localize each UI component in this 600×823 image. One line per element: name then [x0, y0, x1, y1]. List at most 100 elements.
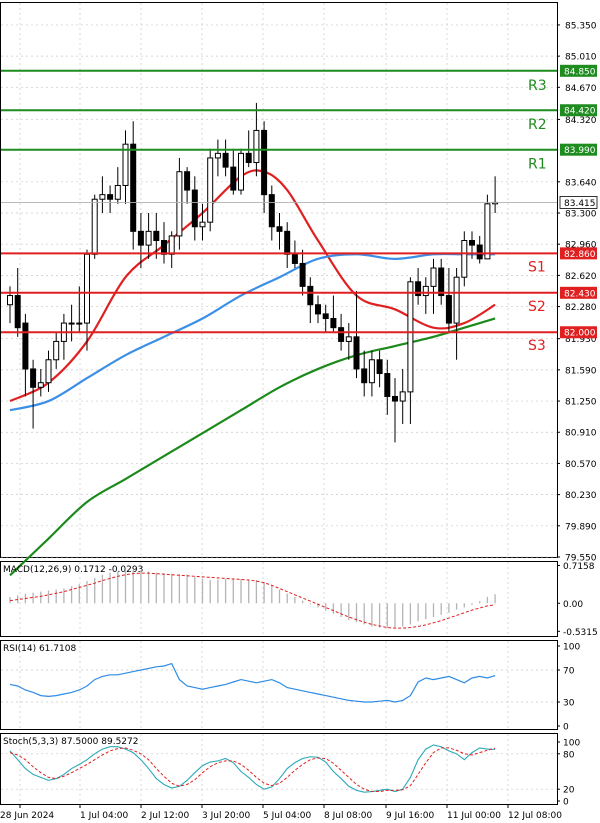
rsi-line: [9, 662, 496, 703]
candle-body: [214, 152, 221, 159]
level-price-box: [560, 143, 597, 156]
macd-title: MACD(12,26,9) 0.1712 -0.0293: [3, 565, 143, 575]
price-tick-label: 82.280: [565, 303, 597, 313]
candle-body: [37, 382, 44, 388]
level-price-box: [560, 104, 597, 117]
candle-body: [107, 194, 114, 200]
candle-body: [384, 373, 391, 397]
candle-body: [345, 336, 352, 342]
price-tick-label: 82.620: [565, 272, 597, 282]
candle-body: [422, 285, 429, 297]
candle-body: [353, 336, 360, 370]
time-tick-label: 2 Jul 12:00: [141, 811, 190, 821]
price-tick-label: 84.670: [565, 84, 597, 94]
candle-body: [415, 281, 422, 297]
candle-body: [184, 171, 191, 191]
candle-body: [461, 240, 468, 278]
stoch-tick-label: 100: [563, 739, 580, 749]
candle-body: [14, 295, 21, 329]
candle-body: [145, 230, 152, 246]
stoch-tick-label: 80: [563, 750, 575, 760]
candle-body: [161, 240, 167, 255]
time-tick-label: 28 Jun 2024: [0, 811, 54, 821]
level-price-label: 83.990: [564, 146, 596, 156]
price-tick-label: 80.230: [565, 491, 597, 501]
price-tick-label: 81.930: [565, 335, 597, 345]
candle-body: [407, 281, 414, 393]
candle-body: [114, 184, 121, 200]
time-tick-label: 8 Jul 08:00: [324, 811, 373, 821]
candles: [7, 102, 499, 443]
candle-body: [453, 276, 460, 324]
price-tick-label: 83.640: [565, 178, 597, 188]
candle-body: [276, 226, 283, 232]
time-tick-label: 12 Jul 08:00: [508, 811, 562, 821]
candle-body: [445, 295, 452, 324]
candle-body: [245, 152, 252, 164]
level-name-r3: R3: [528, 78, 547, 94]
candle-body: [76, 322, 83, 325]
time-tick-label: 9 Jul 16:00: [386, 811, 435, 821]
level-price-box: [560, 286, 597, 299]
candle-body: [469, 240, 475, 246]
level-name-s1: S1: [528, 259, 546, 275]
candle-body: [484, 203, 491, 260]
price-tick-label: 81.250: [565, 398, 597, 408]
candle-body: [376, 359, 383, 375]
time-axis: 28 Jun 2024 1 Jul 04:00 2 Jul 12:00 3 Jul 2…: [0, 804, 562, 821]
candle-body: [53, 340, 60, 361]
level-price-box: [560, 326, 597, 339]
candle-body: [199, 221, 206, 228]
candle-body: [438, 267, 445, 297]
price-tick-label: 83.300: [565, 209, 597, 219]
level-price-box: [560, 64, 597, 77]
level-price-box: [560, 247, 597, 260]
stoch-d-line: [9, 747, 496, 793]
candle-body: [284, 230, 291, 255]
candle-body: [84, 253, 90, 324]
candle-body: [261, 129, 268, 196]
candle-body: [30, 368, 37, 388]
candle-body: [315, 304, 321, 315]
candle-body: [307, 285, 314, 306]
level-name-r1: R1: [528, 157, 547, 173]
stoch-k-line: [9, 744, 496, 793]
price-tick-label: 84.320: [565, 116, 597, 126]
rsi-tick-label: 0: [563, 723, 569, 733]
stoch-panel-frame: [0, 733, 558, 805]
level-name-s3: S3: [528, 338, 546, 354]
price-tick-label: 79.550: [565, 554, 597, 564]
candle-body: [399, 391, 406, 402]
candle-body: [268, 194, 275, 228]
candle-body: [99, 194, 106, 200]
candle-body: [153, 230, 160, 242]
price-tick-label: 80.910: [565, 429, 597, 439]
price-axis: 85.350 85.010 84.670 84.320 83.640 83.300 82.9…: [557, 21, 597, 564]
candle-body: [230, 166, 237, 191]
candle-body: [368, 359, 375, 384]
rsi-panel-frame: [0, 640, 558, 730]
price-tick-label: 85.350: [565, 21, 597, 31]
price-tick-label: 80.570: [565, 460, 597, 470]
candle-body: [22, 322, 29, 370]
price-tick-label: 79.890: [565, 522, 597, 532]
level-price-label: 82.860: [564, 250, 596, 260]
candle-body: [7, 295, 13, 306]
macd-tick-label: 0.00: [563, 600, 583, 610]
time-tick-label: 1 Jul 04:00: [80, 811, 129, 821]
rsi-title: RSI(14) 61.7108: [3, 644, 76, 654]
level-name-r2: R2: [528, 117, 547, 133]
current-price-box: [559, 196, 598, 209]
level-price-label: 82.000: [564, 329, 596, 339]
rsi-tick-label: 30: [563, 699, 575, 709]
candle-body: [207, 157, 214, 223]
candle-body: [476, 244, 483, 260]
time-tick-label: 3 Jul 20:00: [202, 811, 251, 821]
candle-body: [361, 368, 368, 384]
level-price-label: 82.430: [564, 289, 596, 299]
candle-body: [191, 189, 198, 228]
candle-body: [291, 253, 298, 264]
time-tick-label: 11 Jul 00:00: [447, 811, 501, 821]
candle-body: [91, 198, 98, 255]
